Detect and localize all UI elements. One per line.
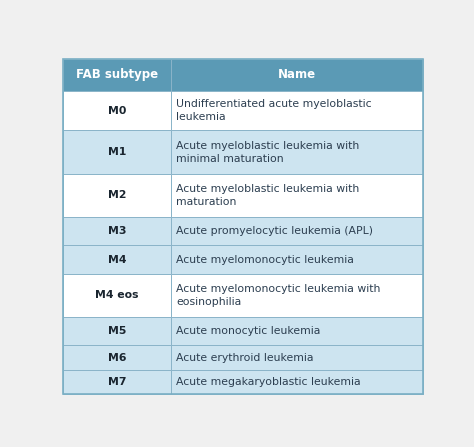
Bar [63, 274, 171, 317]
Text: FAB subtype: FAB subtype [76, 68, 158, 81]
Text: Acute myeloblastic leukemia with
minimal maturation: Acute myeloblastic leukemia with minimal… [176, 140, 360, 164]
Bar [63, 317, 171, 346]
Text: M4: M4 [108, 255, 126, 265]
Text: Acute erythroid leukemia: Acute erythroid leukemia [176, 353, 314, 363]
Bar [63, 370, 171, 394]
Bar [63, 91, 171, 131]
Text: M1: M1 [108, 147, 126, 157]
Text: Acute myeloblastic leukemia with
maturation: Acute myeloblastic leukemia with maturat… [176, 184, 360, 207]
Text: M3: M3 [108, 226, 126, 236]
Bar [63, 59, 171, 91]
Bar [171, 346, 423, 370]
Text: M7: M7 [108, 377, 126, 387]
Bar [171, 245, 423, 274]
Bar [171, 274, 423, 317]
Bar [63, 245, 171, 274]
Text: M5: M5 [108, 326, 126, 336]
Text: Name: Name [278, 68, 316, 81]
Bar [171, 217, 423, 245]
Bar [171, 370, 423, 394]
Text: Acute promyelocytic leukemia (APL): Acute promyelocytic leukemia (APL) [176, 226, 374, 236]
Text: M0: M0 [108, 105, 126, 116]
Bar [63, 346, 171, 370]
Text: M4 eos: M4 eos [95, 291, 139, 300]
Text: Acute myelomonocytic leukemia: Acute myelomonocytic leukemia [176, 255, 354, 265]
Text: M2: M2 [108, 190, 126, 201]
Text: Acute monocytic leukemia: Acute monocytic leukemia [176, 326, 321, 336]
Text: Acute megakaryoblastic leukemia: Acute megakaryoblastic leukemia [176, 377, 361, 387]
Bar [171, 131, 423, 174]
Bar [63, 174, 171, 217]
Text: Undifferentiated acute myeloblastic
leukemia: Undifferentiated acute myeloblastic leuk… [176, 99, 372, 122]
Bar [171, 317, 423, 346]
Bar [171, 174, 423, 217]
Text: Acute myelomonocytic leukemia with
eosinophilia: Acute myelomonocytic leukemia with eosin… [176, 284, 381, 307]
Text: M6: M6 [108, 353, 126, 363]
Bar [63, 131, 171, 174]
Bar [63, 217, 171, 245]
Bar [171, 91, 423, 131]
Bar [171, 59, 423, 91]
